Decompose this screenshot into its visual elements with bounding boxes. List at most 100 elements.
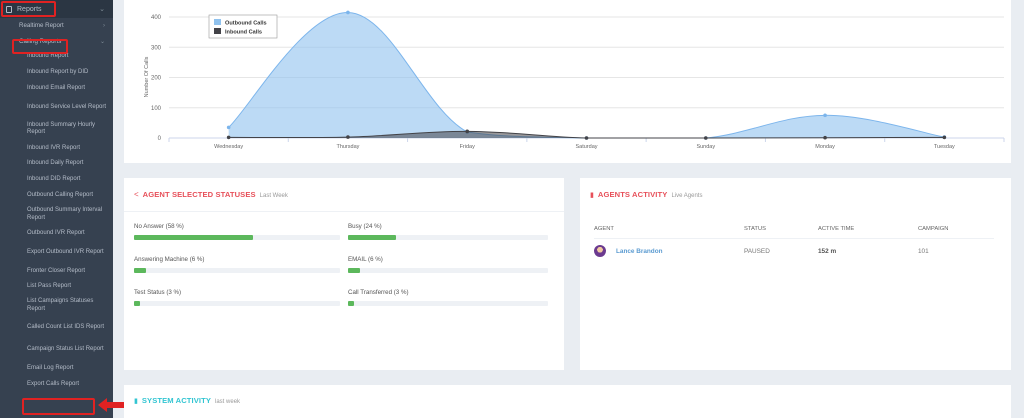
status-progress-track [348,235,548,240]
agents-subtitle: Live Agents [671,193,703,199]
status-label: Busy (24 %) [348,223,382,230]
statuses-title: AGENT SELECTED STATUSES [142,190,256,199]
y-tick-label: 200 [151,76,162,82]
x-tick-label: Tuesday [934,144,955,150]
sidebar-reports-header[interactable]: Reports ⌄ [0,0,113,18]
sidebar-item[interactable]: Export Calls Report [27,380,80,387]
status-label: EMAIL (6 %) [348,256,383,263]
sidebar-group-calling[interactable]: Calling Reports ⌄ [0,34,113,50]
sidebar-item[interactable]: Fronter Closer Report [27,267,86,274]
status-progress-track [134,301,340,306]
legend-label: Outbound Calls [225,21,267,27]
legend-label: Inbound Calls [225,30,262,36]
legend-swatch [214,28,221,34]
x-tick-label: Saturday [575,144,597,150]
column-header: CAMPAIGN [918,222,994,239]
red-arrow-icon [98,398,126,412]
statuses-subtitle: Last Week [259,193,288,199]
agent-name-link[interactable]: Lance Brandon [616,247,663,255]
data-point [465,129,470,134]
sidebar-item[interactable]: Email Log Report [27,365,74,372]
status-progress-fill [348,301,354,306]
sidebar-item[interactable]: Inbound IVR Report [27,144,81,151]
sidebar-group-label: Realtime Report [19,22,64,30]
x-tick-label: Friday [460,144,476,150]
x-tick-label: Monday [815,144,835,150]
chevron-down-icon: ⌄ [99,38,105,45]
data-point [823,113,827,118]
sidebar-item[interactable]: Inbound DID Report [27,176,81,183]
series-area [228,12,945,138]
panel-title: ▮ AGENTS ACTIVITY Live Agents [590,190,702,199]
highlight-reports [1,1,56,17]
status-progress-track [134,268,340,273]
status-progress-track [348,301,548,306]
sidebar-item[interactable]: Outbound IVR Report [27,229,85,236]
legend-box [208,14,278,39]
agents-title: AGENTS ACTIVITY [597,190,668,199]
status-label: No Answer (58 %) [134,223,184,230]
status-label: Answering Machine (6 %) [134,256,205,263]
system-activity-panel: ▮ SYSTEM ACTIVITY last week [124,385,1011,418]
bar-chart-icon: ▮ [134,398,138,405]
sidebar-item[interactable]: List Pass Report [27,283,72,290]
share-icon: < [134,190,139,199]
x-tick-label: Thursday [336,144,359,150]
y-tick-label: 100 [151,106,162,112]
highlight-calling-reports [12,39,68,54]
sidebar-item[interactable]: Inbound Service Level Report [27,103,107,110]
series-area [228,131,945,138]
sidebar-item[interactable]: Called Count List IDS Report [27,324,105,331]
calls-chart-panel: 0 100 200 300 400 Number Of Calls Wednesday Thu… [124,0,1011,163]
status-progress-fill [348,268,360,273]
chevron-down-icon: ⌄ [99,6,105,13]
sidebar-item[interactable]: Inbound Daily Report [27,160,84,167]
agent-cell: Lance Brandon [594,239,744,264]
sidebar-item[interactable]: Campaign Status List Report [27,346,104,353]
sidebar-item[interactable]: Inbound Summary Hourly Report [27,121,96,136]
status-item: Answering Machine (6 %) [134,256,340,273]
reports-icon [6,5,12,13]
status-label: Test Status (3 %) [134,289,182,296]
agent-status: PAUSED [744,247,770,255]
status-item: Call Transferred (3 %) [348,289,548,306]
x-tick-label: Sunday [696,144,715,150]
system-title: SYSTEM ACTIVITY [141,396,212,405]
sidebar-item[interactable]: List Campaigns Statuses Report [27,298,94,312]
y-tick-label: 400 [151,15,162,21]
sidebar-item[interactable]: Inbound Report [27,53,69,60]
status-progress-track [134,235,340,240]
x-tick-label: Wednesday [214,144,243,150]
agents-activity-panel: ▮ AGENTS ACTIVITY Live Agents AGENT STAT… [580,178,1011,370]
sidebar-item[interactable]: Outbound Summary Interval Report [27,207,103,221]
table-row: Lance Brandon PAUSED 152 m 101 [594,239,994,264]
table-header-row: AGENT STATUS ACTIVE TIME CAMPAIGN [594,222,994,239]
sidebar-group-realtime[interactable]: Realtime Report › [0,18,113,34]
status-progress-fill [134,301,141,306]
sidebar-item[interactable]: Inbound Email Report [27,84,86,91]
sidebar-item[interactable]: Inbound Report by DID [27,68,89,75]
status-progress-track [348,268,548,273]
data-point [346,135,350,139]
y-tick-label: 0 [158,136,162,142]
status-progress-fill [134,268,147,273]
sidebar: Reports ⌄ Realtime Report › Calling Repo… [0,0,113,418]
avatar [594,245,606,257]
status-item: EMAIL (6 %) [348,256,548,273]
system-subtitle: last week [215,399,241,405]
panel-title: ▮ SYSTEM ACTIVITY last week [134,396,240,405]
sidebar-item[interactable]: Outbound Calling Report [27,191,94,198]
column-header: STATUS [744,222,818,239]
agent-campaign: 101 [918,247,929,255]
legend-swatch [214,19,221,25]
sidebar-header-label: Reports [17,5,42,13]
status-progress-fill [348,235,396,240]
agent-active-time: 152 m [818,247,837,255]
status-label: Call Transferred (3 %) [348,289,409,296]
data-point [584,136,589,140]
sidebar-item[interactable]: Export Outbound IVR Report [27,248,104,255]
data-point [703,136,708,140]
calls-chart: 0 100 200 300 400 Number Of Calls Wednesday Thu… [144,10,1005,150]
data-point [226,125,231,130]
data-point [346,10,350,15]
